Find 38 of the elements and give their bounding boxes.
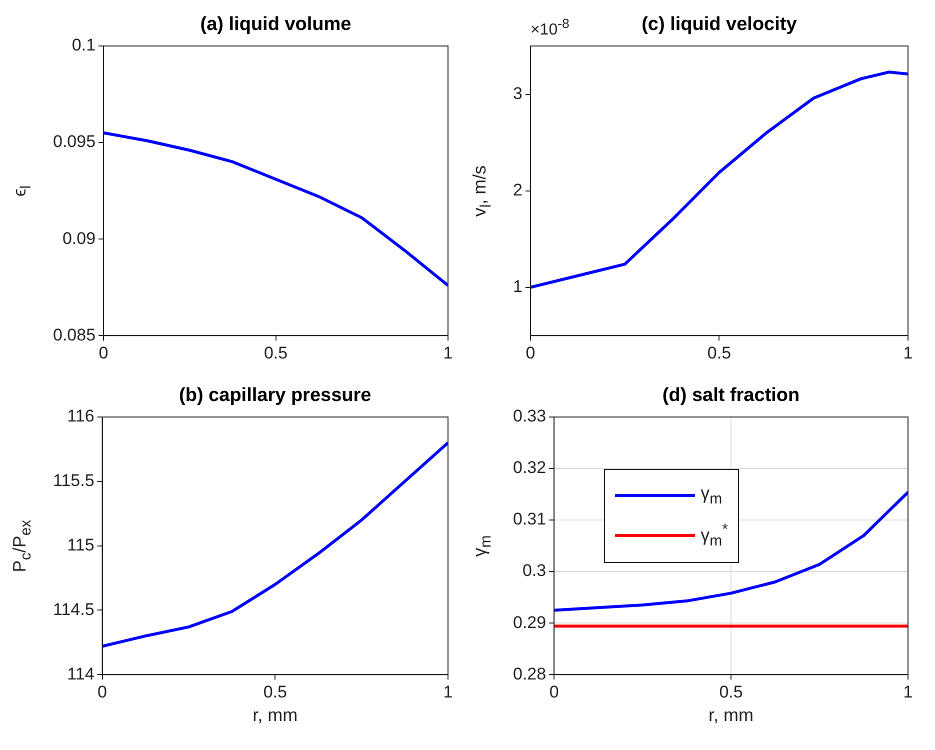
x-tick-label: 1 <box>443 343 453 362</box>
x-tick-label: 0.5 <box>263 682 287 702</box>
y-tick-label: 0.085 <box>52 325 96 344</box>
x-axis-title: r, mm <box>252 704 299 726</box>
x-tick-label: 1 <box>903 343 913 362</box>
chart-title: (c) liquid velocity <box>642 14 797 35</box>
y-tick-label: 0.3 <box>522 561 546 580</box>
x-tick-label: 0 <box>98 682 108 702</box>
x-tick-label: 0.5 <box>719 682 743 702</box>
x-tick-label: 0 <box>98 343 108 362</box>
y-tick-label: 0.09 <box>62 228 96 248</box>
y-tick-label: 3 <box>512 84 522 103</box>
x-axis-title: r, mm <box>708 704 755 726</box>
x-tick-label: 1 <box>443 682 453 702</box>
x-tick-label: 0.5 <box>264 343 288 362</box>
y-tick-label: 114 <box>67 664 94 684</box>
y-tick-label: 115.5 <box>53 471 94 490</box>
x-tick-label: 1 <box>903 682 913 702</box>
chart-title: (d) salt fraction <box>661 385 801 407</box>
legend-label: γ$_{m}$ <box>700 483 722 508</box>
y-tick-label: 114.5 <box>53 600 94 619</box>
y-tick-label: 1 <box>512 277 522 296</box>
chart-title: (a) liquid volume <box>199 14 352 36</box>
y-tick-label: 0.33 <box>512 406 546 426</box>
chart-title: (b) capillary pressure <box>178 385 372 407</box>
text: ×10$^{-8}$ <box>530 16 570 40</box>
y-tick-label: 0.29 <box>512 612 546 632</box>
x-tick-label: 0 <box>526 343 536 362</box>
y-tick-label: 0.095 <box>52 132 96 152</box>
y-tick-label: 0.32 <box>512 458 546 478</box>
y-tick-label: 2 <box>512 180 522 200</box>
y-tick-label: 0.1 <box>72 36 96 55</box>
x-tick-label: 0 <box>549 682 559 702</box>
y-tick-label: 0.31 <box>512 510 546 529</box>
y-tick-label: 116 <box>67 406 94 426</box>
y-tick-label: 0.28 <box>512 664 546 684</box>
x-tick-label: 0.5 <box>707 343 732 362</box>
y-tick-label: 115 <box>67 535 94 554</box>
